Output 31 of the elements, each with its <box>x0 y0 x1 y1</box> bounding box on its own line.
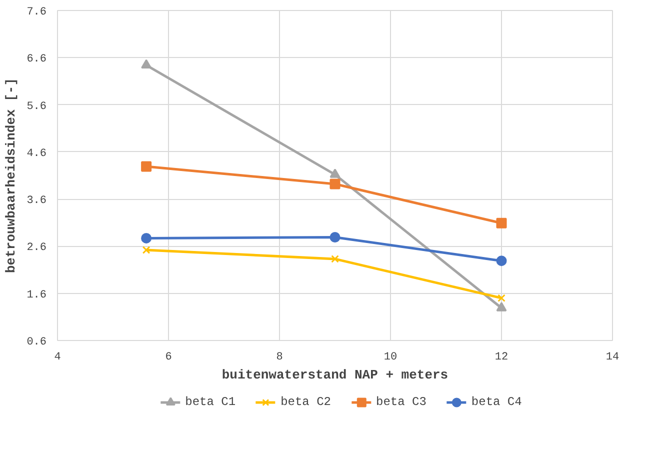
point <box>330 168 340 178</box>
point <box>141 161 152 172</box>
point <box>141 232 152 244</box>
legend-label: beta C4 <box>471 395 522 409</box>
y-tick-label: 6.6 <box>26 54 47 66</box>
y-tick-label: 0.6 <box>26 336 47 348</box>
x-tick-label: 8 <box>276 352 283 364</box>
x-axis-title: buitenwaterstand NAP + meters <box>222 368 448 382</box>
x-tick-label: 4 <box>54 352 62 364</box>
point <box>330 232 340 242</box>
point <box>141 59 152 69</box>
legend-label: beta C3 <box>376 395 426 409</box>
point <box>496 256 507 266</box>
y-tick-label: 3.6 <box>26 195 47 208</box>
x-tick-label: 10 <box>384 352 398 364</box>
x-tick-label: 12 <box>494 352 508 364</box>
y-tick-label: 2.6 <box>26 242 47 254</box>
y-axis-title: betrouwbaarheidsindex [-] <box>4 78 19 274</box>
point <box>498 294 506 302</box>
x-tick-label: 14 <box>606 352 620 364</box>
point <box>330 178 340 190</box>
y-tick-label: 5.6 <box>26 100 47 113</box>
point <box>331 255 339 263</box>
point <box>142 246 150 254</box>
y-tick-label: 1.6 <box>26 289 47 302</box>
legend-label: beta C1 <box>185 395 236 409</box>
legend-label: beta C2 <box>280 395 331 409</box>
x-tick-label: 6 <box>165 352 172 364</box>
y-tick-label: 7.6 <box>26 6 47 18</box>
y-tick-label: 4.6 <box>26 148 47 160</box>
point <box>496 218 507 228</box>
